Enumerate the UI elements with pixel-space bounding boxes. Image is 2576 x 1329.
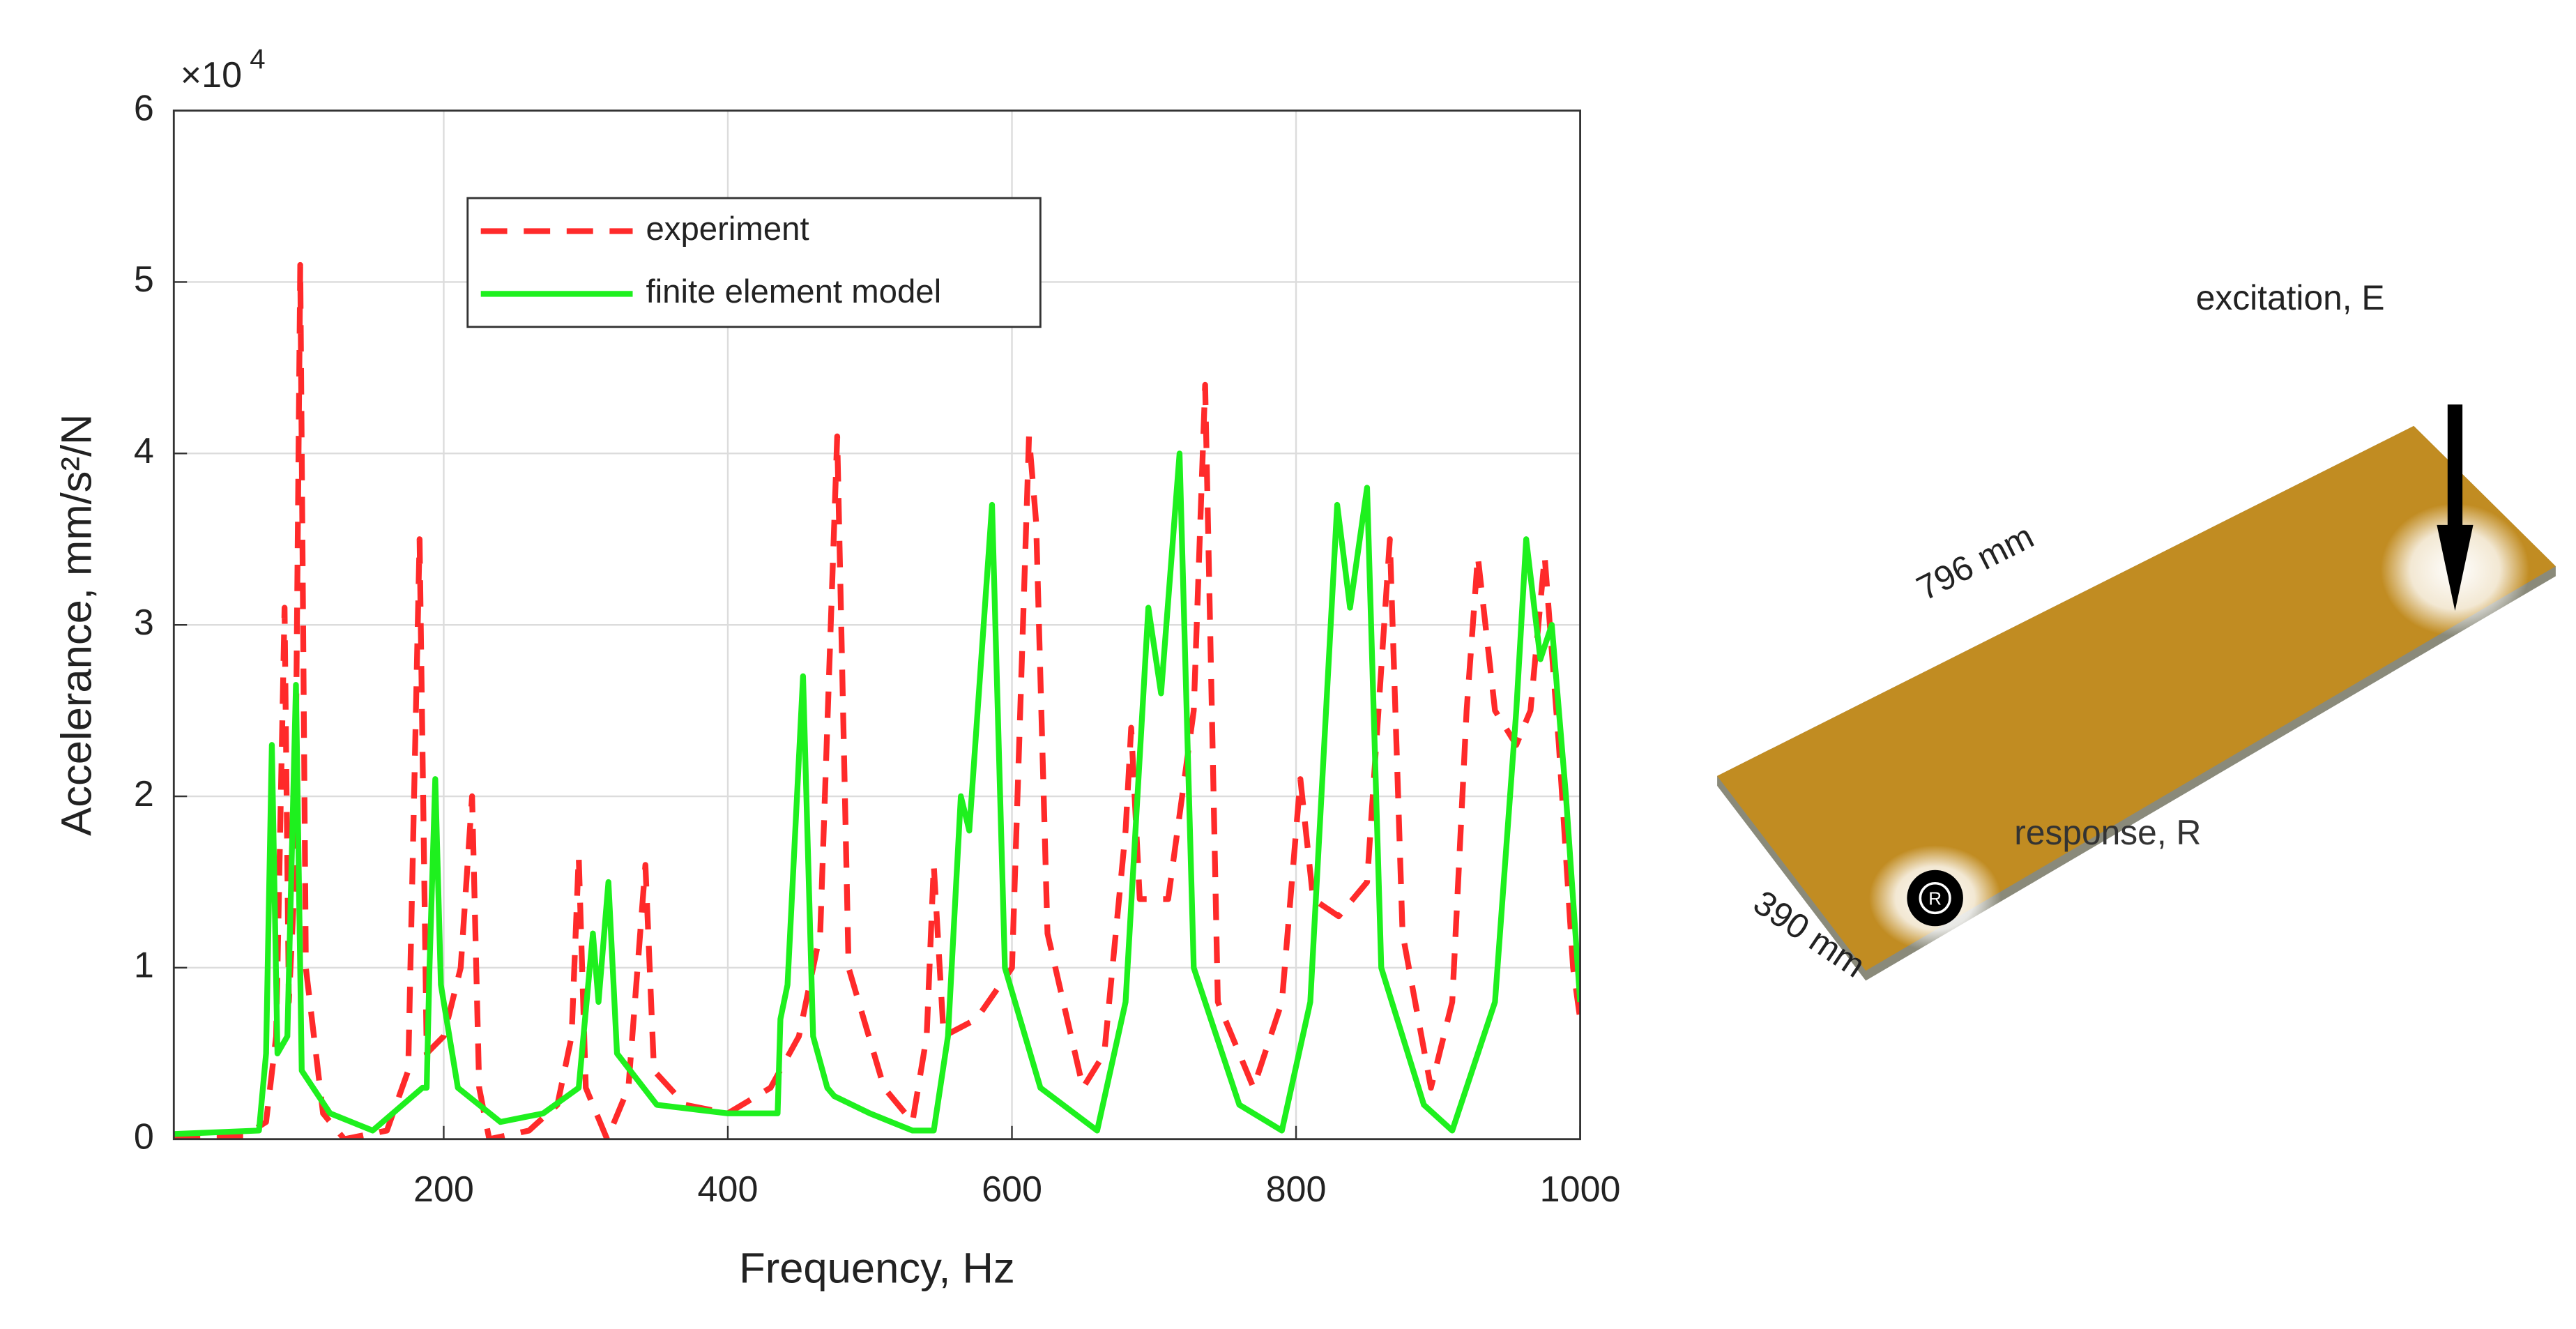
arrow-head bbox=[2437, 524, 2474, 612]
plate-diagram: R excitation, E response, R 796 mm 390 m… bbox=[1717, 278, 2556, 985]
plate bbox=[1717, 425, 2556, 971]
y-tick-label: 5 bbox=[134, 259, 154, 300]
y-tick-label: 6 bbox=[134, 88, 154, 128]
y-tick-label: 0 bbox=[134, 1116, 154, 1157]
y-tick-label: 3 bbox=[134, 602, 154, 643]
y-scale-exponent: 4 bbox=[250, 43, 265, 75]
response-label: response, R bbox=[2014, 813, 2201, 852]
y-axis-label: Accelerance, mm/s²/N bbox=[53, 414, 101, 836]
length-label: 796 mm bbox=[1910, 517, 2039, 608]
series-line bbox=[174, 450, 1580, 1137]
plot-frame bbox=[172, 109, 1582, 1141]
y-tick-label: 4 bbox=[134, 431, 154, 471]
excitation-label: excitation, E bbox=[2196, 278, 2385, 317]
response-marker: R bbox=[1928, 888, 1942, 909]
response-ring bbox=[1919, 881, 1951, 915]
x-axis-label: Frequency, Hz bbox=[739, 1244, 1015, 1292]
y-scale-label: ×10 bbox=[181, 55, 242, 96]
y-tick-label: 1 bbox=[134, 946, 154, 986]
x-tick-label: 600 bbox=[982, 1169, 1042, 1210]
legend-label: experiment bbox=[646, 211, 809, 248]
x-tick-label: 800 bbox=[1266, 1169, 1327, 1210]
chart: 200 400 600 800 1000 0 1 2 3 4 5 6 Frequency, Hz Acce… bbox=[53, 43, 1621, 1292]
x-tick-label: 400 bbox=[698, 1169, 759, 1210]
legend-label: finite element model bbox=[646, 273, 941, 310]
legend bbox=[466, 197, 1042, 328]
series-group bbox=[174, 261, 1580, 1139]
y-tick-label: 2 bbox=[134, 774, 154, 814]
series-line bbox=[174, 261, 1580, 1139]
x-tick-label: 200 bbox=[413, 1169, 474, 1210]
response-point bbox=[1907, 869, 1963, 927]
x-tick-label: 1000 bbox=[1540, 1169, 1621, 1210]
